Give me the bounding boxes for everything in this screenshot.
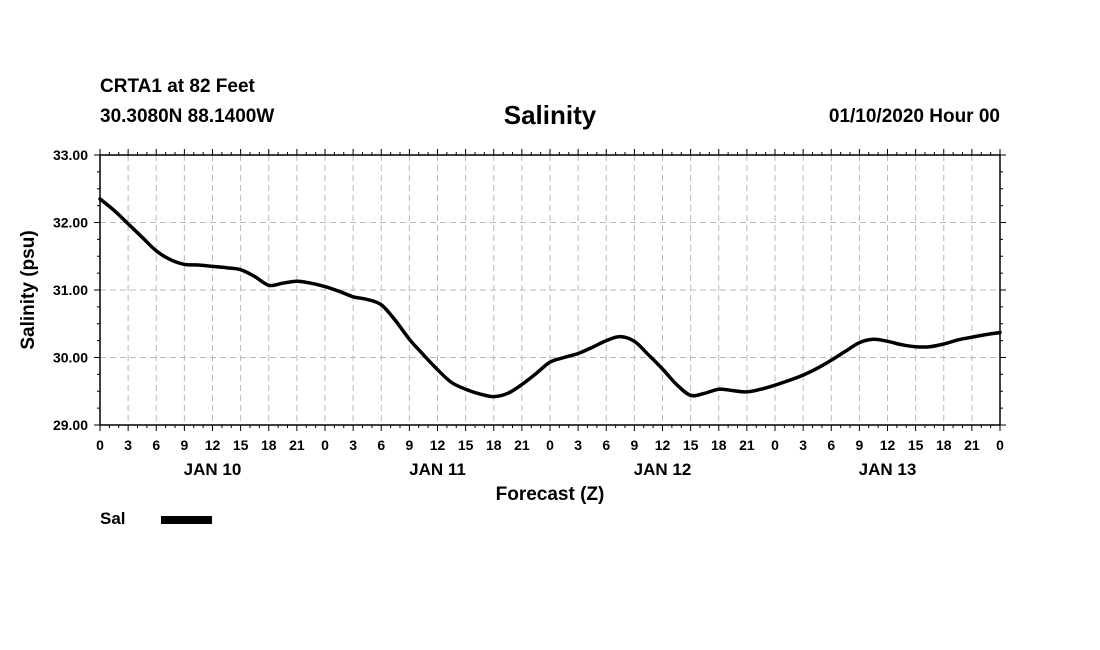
grid-layer — [100, 155, 1000, 425]
x-tick-label: 6 — [602, 437, 610, 453]
x-tick-label: 18 — [261, 437, 277, 453]
x-axis: 0 3 6 9 12 15 18 21 0 3 6 9 12 15 18 21 0 3 6 9 12 15 18 21 0 3 6 9… — [96, 149, 1004, 479]
y-tick-label: 29.00 — [53, 417, 88, 433]
day-label: JAN 13 — [859, 460, 917, 479]
series-layer — [98, 197, 1002, 399]
x-tick-label: 6 — [377, 437, 385, 453]
x-tick-label: 3 — [124, 437, 132, 453]
legend-label: Sal — [100, 509, 126, 528]
legend-swatch — [161, 516, 212, 524]
series-line-sal — [98, 197, 1002, 399]
x-tick-label: 3 — [574, 437, 582, 453]
x-tick-label: 18 — [486, 437, 502, 453]
x-axis-label: Forecast (Z) — [496, 484, 605, 505]
x-tick-label: 15 — [683, 437, 699, 453]
x-tick-label: 21 — [739, 437, 755, 453]
x-tick-label: 15 — [908, 437, 924, 453]
day-label: JAN 10 — [184, 460, 242, 479]
x-tick-label: 18 — [936, 437, 952, 453]
x-tick-label: 12 — [430, 437, 446, 453]
x-tick-label: 12 — [880, 437, 896, 453]
x-tick-label: 9 — [630, 437, 638, 453]
y-tick-label: 33.00 — [53, 147, 88, 163]
station-label: CRTA1 at 82 Feet — [100, 76, 255, 97]
x-tick-label: 0 — [996, 437, 1004, 453]
x-tick-label: 15 — [233, 437, 249, 453]
x-tick-label: 6 — [827, 437, 835, 453]
x-tick-label: 12 — [205, 437, 221, 453]
x-tick-label: 18 — [711, 437, 727, 453]
x-tick-label: 6 — [152, 437, 160, 453]
x-tick-label: 0 — [771, 437, 779, 453]
day-label: JAN 11 — [409, 460, 466, 479]
plot-frame — [99, 154, 1001, 426]
y-axis: 29.00 30.00 31.00 32.00 33.00 — [53, 147, 1006, 433]
y-tick-label: 30.00 — [53, 350, 88, 366]
x-tick-label: 9 — [180, 437, 188, 453]
x-tick-label: 21 — [514, 437, 530, 453]
x-tick-label: 0 — [546, 437, 554, 453]
coordinates-label: 30.3080N 88.1400W — [100, 106, 275, 127]
y-axis-label: Salinity (psu) — [18, 230, 39, 349]
day-label: JAN 12 — [634, 460, 692, 479]
forecast-datetime: 01/10/2020 Hour 00 — [828, 106, 1000, 127]
x-tick-label: 0 — [96, 437, 104, 453]
x-tick-label: 15 — [458, 437, 474, 453]
x-tick-label: 21 — [289, 437, 305, 453]
x-tick-label: 3 — [349, 437, 357, 453]
x-tick-label: 3 — [799, 437, 807, 453]
y-tick-label: 32.00 — [53, 215, 88, 231]
x-tick-label: 12 — [655, 437, 671, 453]
y-tick-label: 31.00 — [53, 282, 88, 298]
chart-title: Salinity — [503, 100, 597, 130]
x-tick-label: 9 — [405, 437, 413, 453]
x-tick-label: 21 — [964, 437, 980, 453]
x-tick-label: 9 — [855, 437, 863, 453]
x-tick-label: 0 — [321, 437, 329, 453]
